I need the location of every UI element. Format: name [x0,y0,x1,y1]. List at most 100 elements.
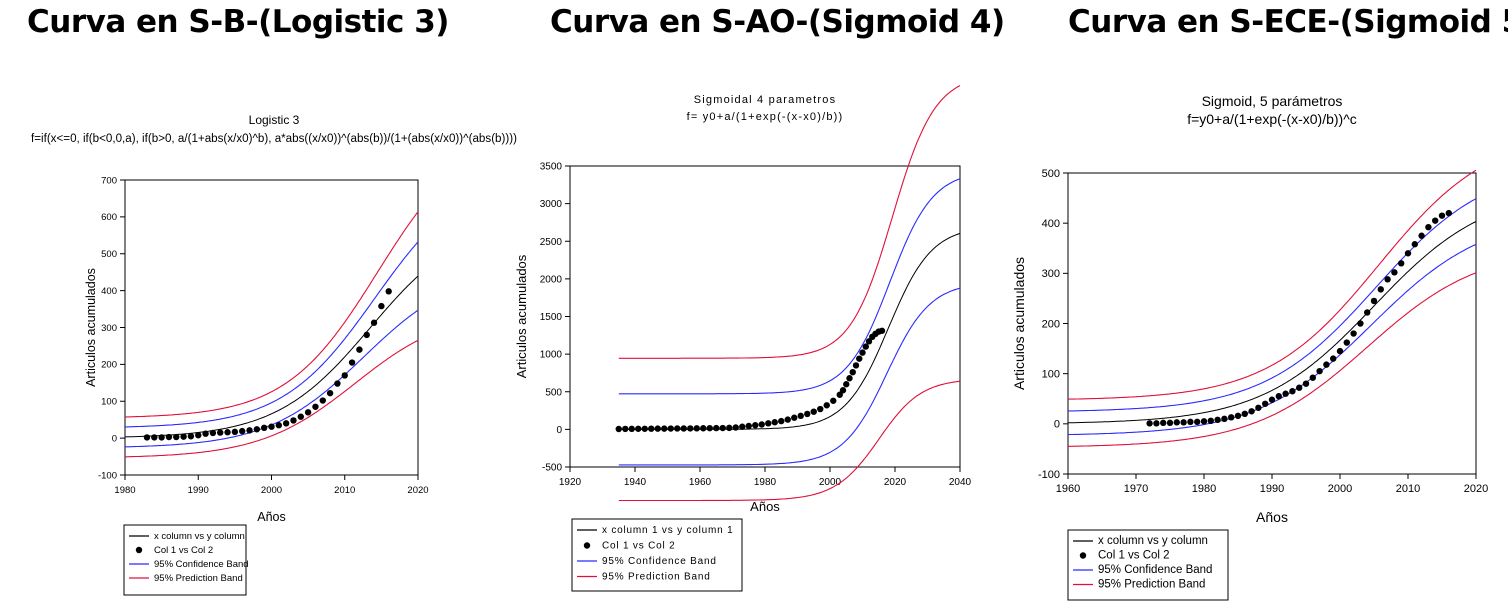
data-point [680,425,687,432]
data-point [706,424,713,432]
x-tick-label: 2000 [1328,483,1352,495]
data-point [1262,400,1269,407]
data-point [1173,419,1181,426]
legend-entry: 95% Prediction Band [602,572,711,583]
data-point [1289,388,1296,395]
data-point [1323,361,1330,368]
data-point [778,417,785,425]
data-point [622,425,629,433]
confidence-band-upper [1067,198,1477,412]
data-point [865,338,873,345]
x-axis-label: Años [750,499,780,514]
data-point [1241,410,1249,417]
y-tick-label: 500 [545,387,562,398]
data-point [745,422,752,430]
data-point [859,349,866,356]
prediction-band-lower [618,380,961,502]
data-point [836,391,843,398]
data-point [253,426,261,433]
chart-title: Sigmoidal 4 parametros [694,94,837,106]
confidence-band-lower [1067,243,1477,436]
data-point [654,425,661,432]
x-tick-label: 2000 [819,477,842,488]
confidence-band-upper [618,178,961,395]
data-point [334,380,341,387]
data-point [1160,419,1167,427]
confidence-band-lower [618,287,961,466]
data-point [312,403,319,410]
data-point [1234,412,1242,420]
y-tick-label: 3500 [540,162,563,173]
y-tick-label: 1000 [540,350,563,361]
data-point [843,381,850,388]
data-point [693,425,700,432]
data-point [363,331,370,339]
data-point [1268,396,1276,403]
y-tick-label: 400 [101,286,117,297]
data-point [1343,339,1351,346]
data-point [1282,390,1289,397]
x-axis-label: Años [1256,509,1288,525]
data-point [1336,347,1344,355]
data-point [1432,217,1439,224]
fit-line [125,275,419,438]
data-point [173,433,180,441]
data-point [1207,417,1215,425]
y-tick-label: 3000 [540,199,563,210]
data-point [1146,420,1153,427]
legend-box [1067,529,1229,601]
data-point [1445,209,1453,217]
y-tick-label: 1500 [540,312,563,323]
data-point [765,420,772,427]
data-point [846,375,853,382]
y-tick-label: -500 [542,463,562,474]
data-point [1302,380,1310,387]
chart-heading-logistic: Curva en S-B-(Logistic 3) [27,4,449,40]
data-point [758,421,765,428]
data-point [830,397,837,404]
data-point [849,368,856,376]
data-point [1404,250,1412,257]
data-point [1309,374,1317,381]
data-point [385,288,392,295]
legend-swatch-dot [1079,552,1087,559]
chart-title: Sigmoid, 5 parámetros [1202,93,1343,109]
legend-entry: x column vs y column [154,531,245,542]
data-point [187,433,195,440]
chart-formula: f= y0+a/(1+exp(-(x-x0)/b)) [687,111,844,123]
y-tick-label: 0 [556,425,562,436]
data-point [732,424,739,431]
prediction-band-lower [1067,272,1477,447]
data-point [713,424,720,432]
data-point [202,430,209,437]
y-tick-label: 0 [112,433,117,444]
data-point [1248,408,1255,415]
x-tick-label: 1990 [188,485,209,496]
data-point [804,410,811,418]
prediction-band-upper [618,85,961,359]
data-point [823,402,830,409]
data-point [1411,241,1419,248]
y-tick-label: 100 [101,397,117,408]
data-point [817,405,824,413]
data-point [1153,420,1160,427]
legend-entry: x column vs y column [1098,535,1208,547]
y-tick-label: 500 [1042,168,1060,180]
y-tick-label: 100 [1042,369,1060,381]
data-point [1364,309,1371,316]
data-point [628,425,635,433]
data-point [674,425,681,432]
data-point [356,346,363,353]
x-tick-label: 1960 [1056,483,1080,495]
data-point [839,387,847,394]
x-tick-label: 2010 [1396,483,1420,495]
x-tick-label: 2040 [949,477,972,488]
x-tick-label: 1980 [1192,483,1216,495]
data-point [700,425,707,432]
x-tick-label: 2010 [334,485,355,496]
data-point [326,389,334,397]
legend-entry: 95% Confidence Band [602,556,717,567]
data-point [180,433,187,440]
